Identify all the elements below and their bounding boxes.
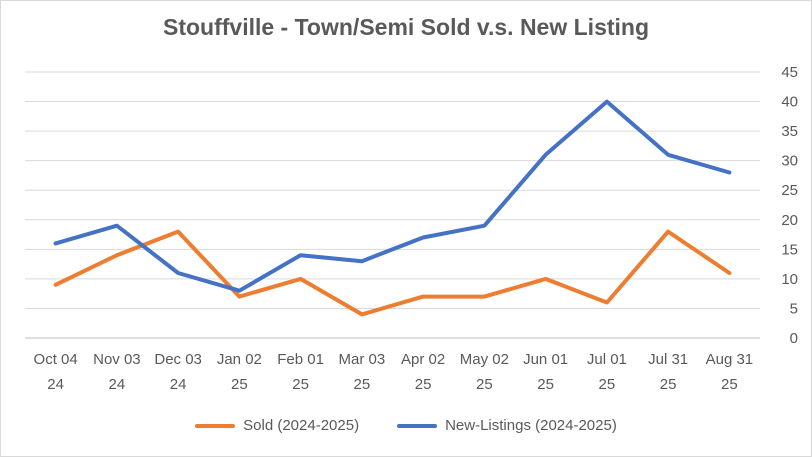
x-tick-label: Apr 02 [401, 351, 445, 368]
x-tick-label-line2: 25 [476, 376, 493, 393]
y-tick-label: 25 [781, 182, 798, 199]
legend-label-new-listings: New-Listings (2024-2025) [445, 417, 617, 434]
y-tick-label: 5 [790, 300, 798, 317]
x-tick-label: Oct 04 [34, 351, 78, 368]
x-tick-label: Feb 01 [277, 351, 324, 368]
x-tick-label: Jul 31 [648, 351, 688, 368]
x-tick-label: May 02 [460, 351, 509, 368]
series-line-sold [53, 229, 732, 317]
x-tick-label-line2: 24 [109, 376, 126, 393]
y-tick-label: 0 [790, 330, 798, 347]
x-tick-label: Dec 03 [154, 351, 202, 368]
legend-label-sold: Sold (2024-2025) [243, 417, 360, 434]
x-tick-label-line2: 25 [292, 376, 309, 393]
x-tick-label-line2: 25 [721, 376, 738, 393]
series-line-new-listings [53, 99, 732, 293]
legend-item-sold: Sold (2024-2025) [195, 417, 359, 434]
x-tick-label-line2: 25 [354, 376, 371, 393]
x-tick-label-line2: 25 [415, 376, 432, 393]
y-tick-label: 45 [781, 64, 798, 81]
y-tick-label: 15 [781, 241, 798, 258]
x-tick-label-line2: 24 [170, 376, 187, 393]
x-tick-label-line2: 25 [537, 376, 554, 393]
x-tick-label-line2: 24 [47, 376, 64, 393]
x-tick-label-line2: 25 [231, 376, 248, 393]
legend-swatch-new-listings [397, 423, 438, 428]
y-tick-label: 30 [781, 153, 798, 170]
x-tick-label: Jul 01 [587, 351, 627, 368]
y-tick-label: 10 [781, 271, 798, 288]
y-tick-label: 20 [781, 212, 798, 229]
y-tick-label: 35 [781, 123, 798, 140]
x-tick-label: Mar 03 [339, 351, 386, 368]
x-tick-label: Jun 01 [523, 351, 568, 368]
chart-title: Stouffville - Town/Semi Sold v.s. New Li… [162, 14, 650, 40]
x-tick-label: Nov 03 [93, 351, 141, 368]
x-tick-label: Jan 02 [217, 351, 262, 368]
y-tick-label: 40 [781, 94, 798, 111]
chart-legend: Sold (2024-2025) New-Listings (2024-2025… [0, 417, 812, 434]
legend-item-new-listings: New-Listings (2024-2025) [397, 417, 617, 434]
x-tick-label: Aug 31 [706, 351, 754, 368]
x-tick-label-line2: 25 [660, 376, 677, 393]
legend-swatch-sold [195, 423, 236, 428]
x-tick-label-line2: 25 [599, 376, 616, 393]
